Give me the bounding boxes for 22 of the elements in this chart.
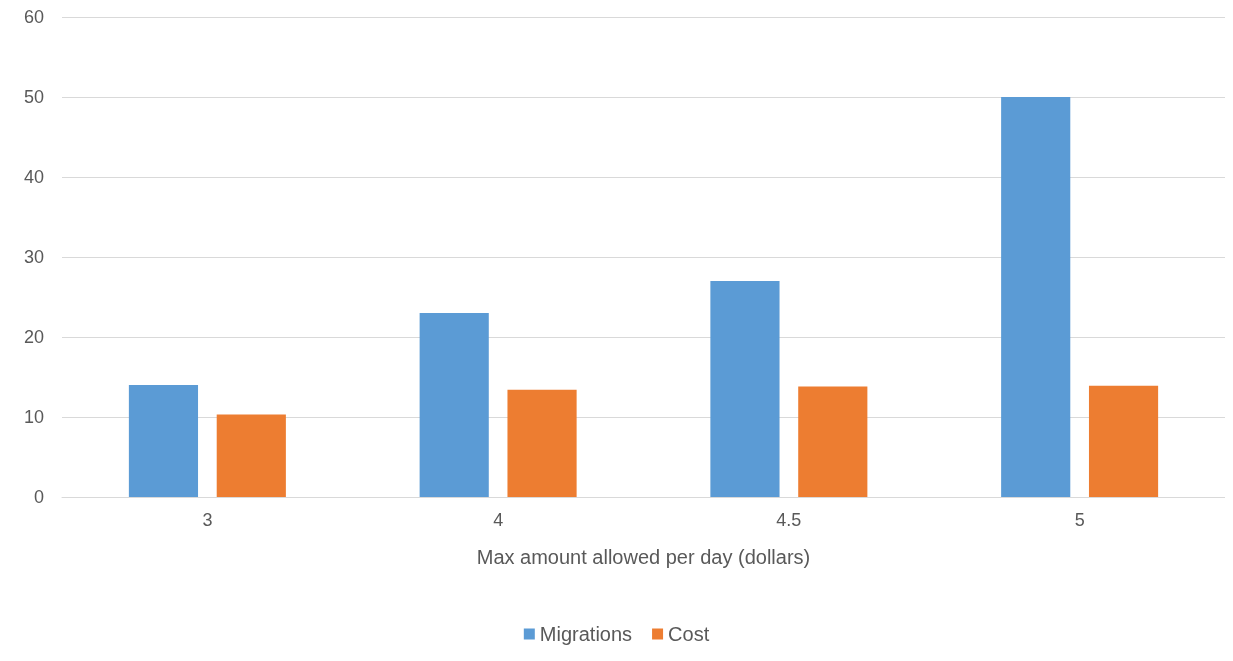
y-tick-label: 20 [23, 327, 44, 347]
bar [1001, 97, 1071, 497]
y-tick-label: 30 [23, 247, 44, 267]
bar [798, 386, 868, 497]
y-tick-label: 10 [23, 407, 44, 427]
bar [216, 414, 286, 497]
bar [1088, 385, 1159, 497]
legend-label: Migrations [539, 623, 633, 645]
x-tick-label: 4 [493, 510, 504, 530]
x-tick-label: 4.5 [776, 510, 802, 530]
bar [507, 389, 577, 497]
bar [710, 281, 780, 497]
legend-label: Cost [668, 623, 710, 645]
y-tick-label: 60 [23, 7, 44, 27]
bar [128, 385, 199, 497]
x-axis-title: Max amount allowed per day (dollars) [476, 546, 811, 568]
x-tick-label: 3 [202, 510, 213, 530]
y-tick-label: 50 [23, 87, 44, 107]
y-tick-label: 0 [33, 487, 44, 507]
y-tick-label: 40 [23, 167, 44, 187]
bar [419, 313, 489, 497]
x-tick-label: 5 [1074, 510, 1085, 530]
